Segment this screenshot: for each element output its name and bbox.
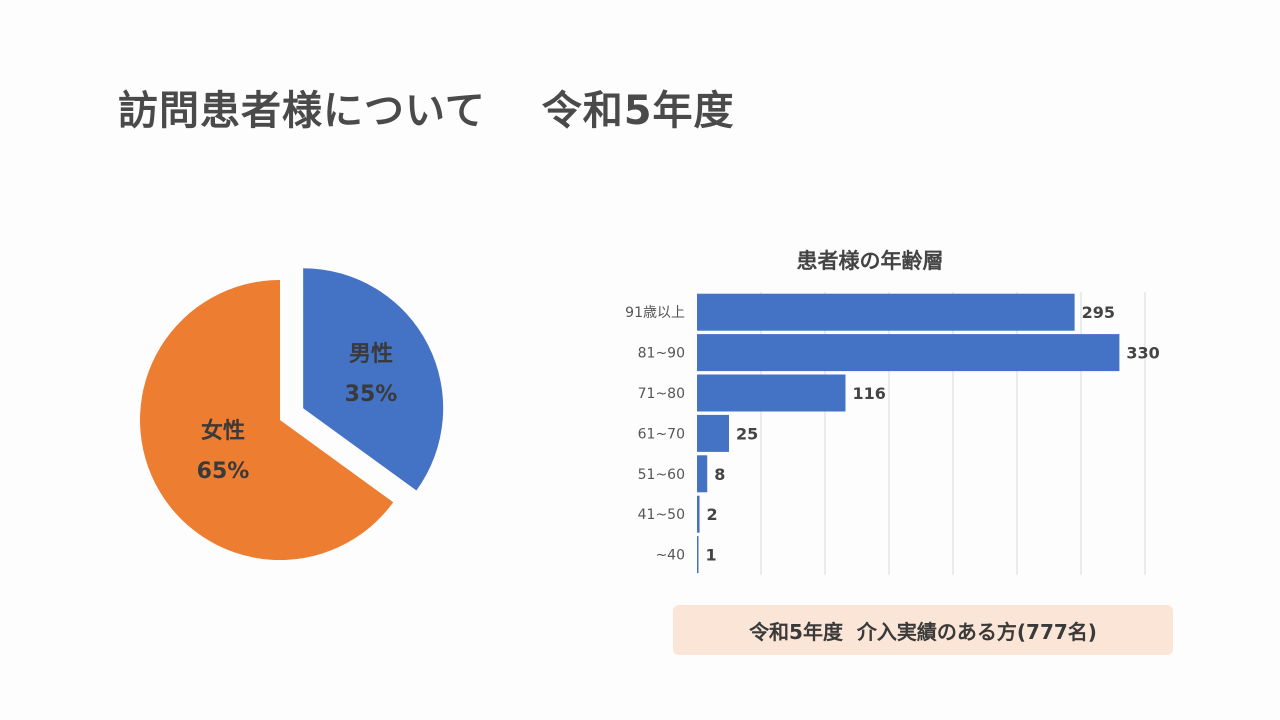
pie-label-female-name: 女性 [200,419,245,444]
pie-slice-female [140,280,394,560]
bar-3 [697,414,729,452]
bar-0 [697,293,1075,331]
category-label: 81~90 [638,346,685,362]
bar-5 [697,495,700,533]
pie-label-male: 男性 35% [331,335,411,415]
data-label: 116 [852,384,885,403]
caption-text: 令和5年度 介入実績のある方(777名) [749,619,1097,644]
bar-6 [697,536,699,574]
age-bar-chart: 91歳以上 295 81~90 330 71~80 116 61~70 25 51~60 8 41~… [625,292,1160,575]
data-label: 1 [706,546,717,565]
bar-2 [697,374,846,412]
gender-pie-chart: 男性 35% 女性 65% [120,245,480,585]
category-label: 61~70 [638,426,685,442]
category-label: 51~60 [638,467,685,483]
category-label: ~40 [655,548,685,564]
caption-box: 令和5年度 介入実績のある方(777名) [673,605,1173,655]
data-label: 25 [736,424,758,443]
data-label: 295 [1082,303,1115,322]
pie-label-female-percent: 65% [196,459,250,484]
bar-chart-title: 患者様の年齢層 [796,249,944,273]
data-label: 2 [707,505,718,524]
category-label: 71~80 [638,386,685,402]
pie-label-male-name: 男性 [348,342,393,367]
pie-label-male-percent: 35% [344,382,398,407]
data-label: 8 [714,465,725,484]
bar-4 [697,455,708,493]
pie-svg [140,268,444,560]
pie-label-female: 女性 65% [183,412,263,492]
pie-slice-male [303,268,444,491]
page-title: 訪問患者様について 令和5年度 [118,88,735,134]
data-label: 330 [1126,344,1159,363]
bar-1 [697,334,1120,372]
category-label: 91歳以上 [625,305,685,321]
category-label: 41~50 [638,507,685,523]
